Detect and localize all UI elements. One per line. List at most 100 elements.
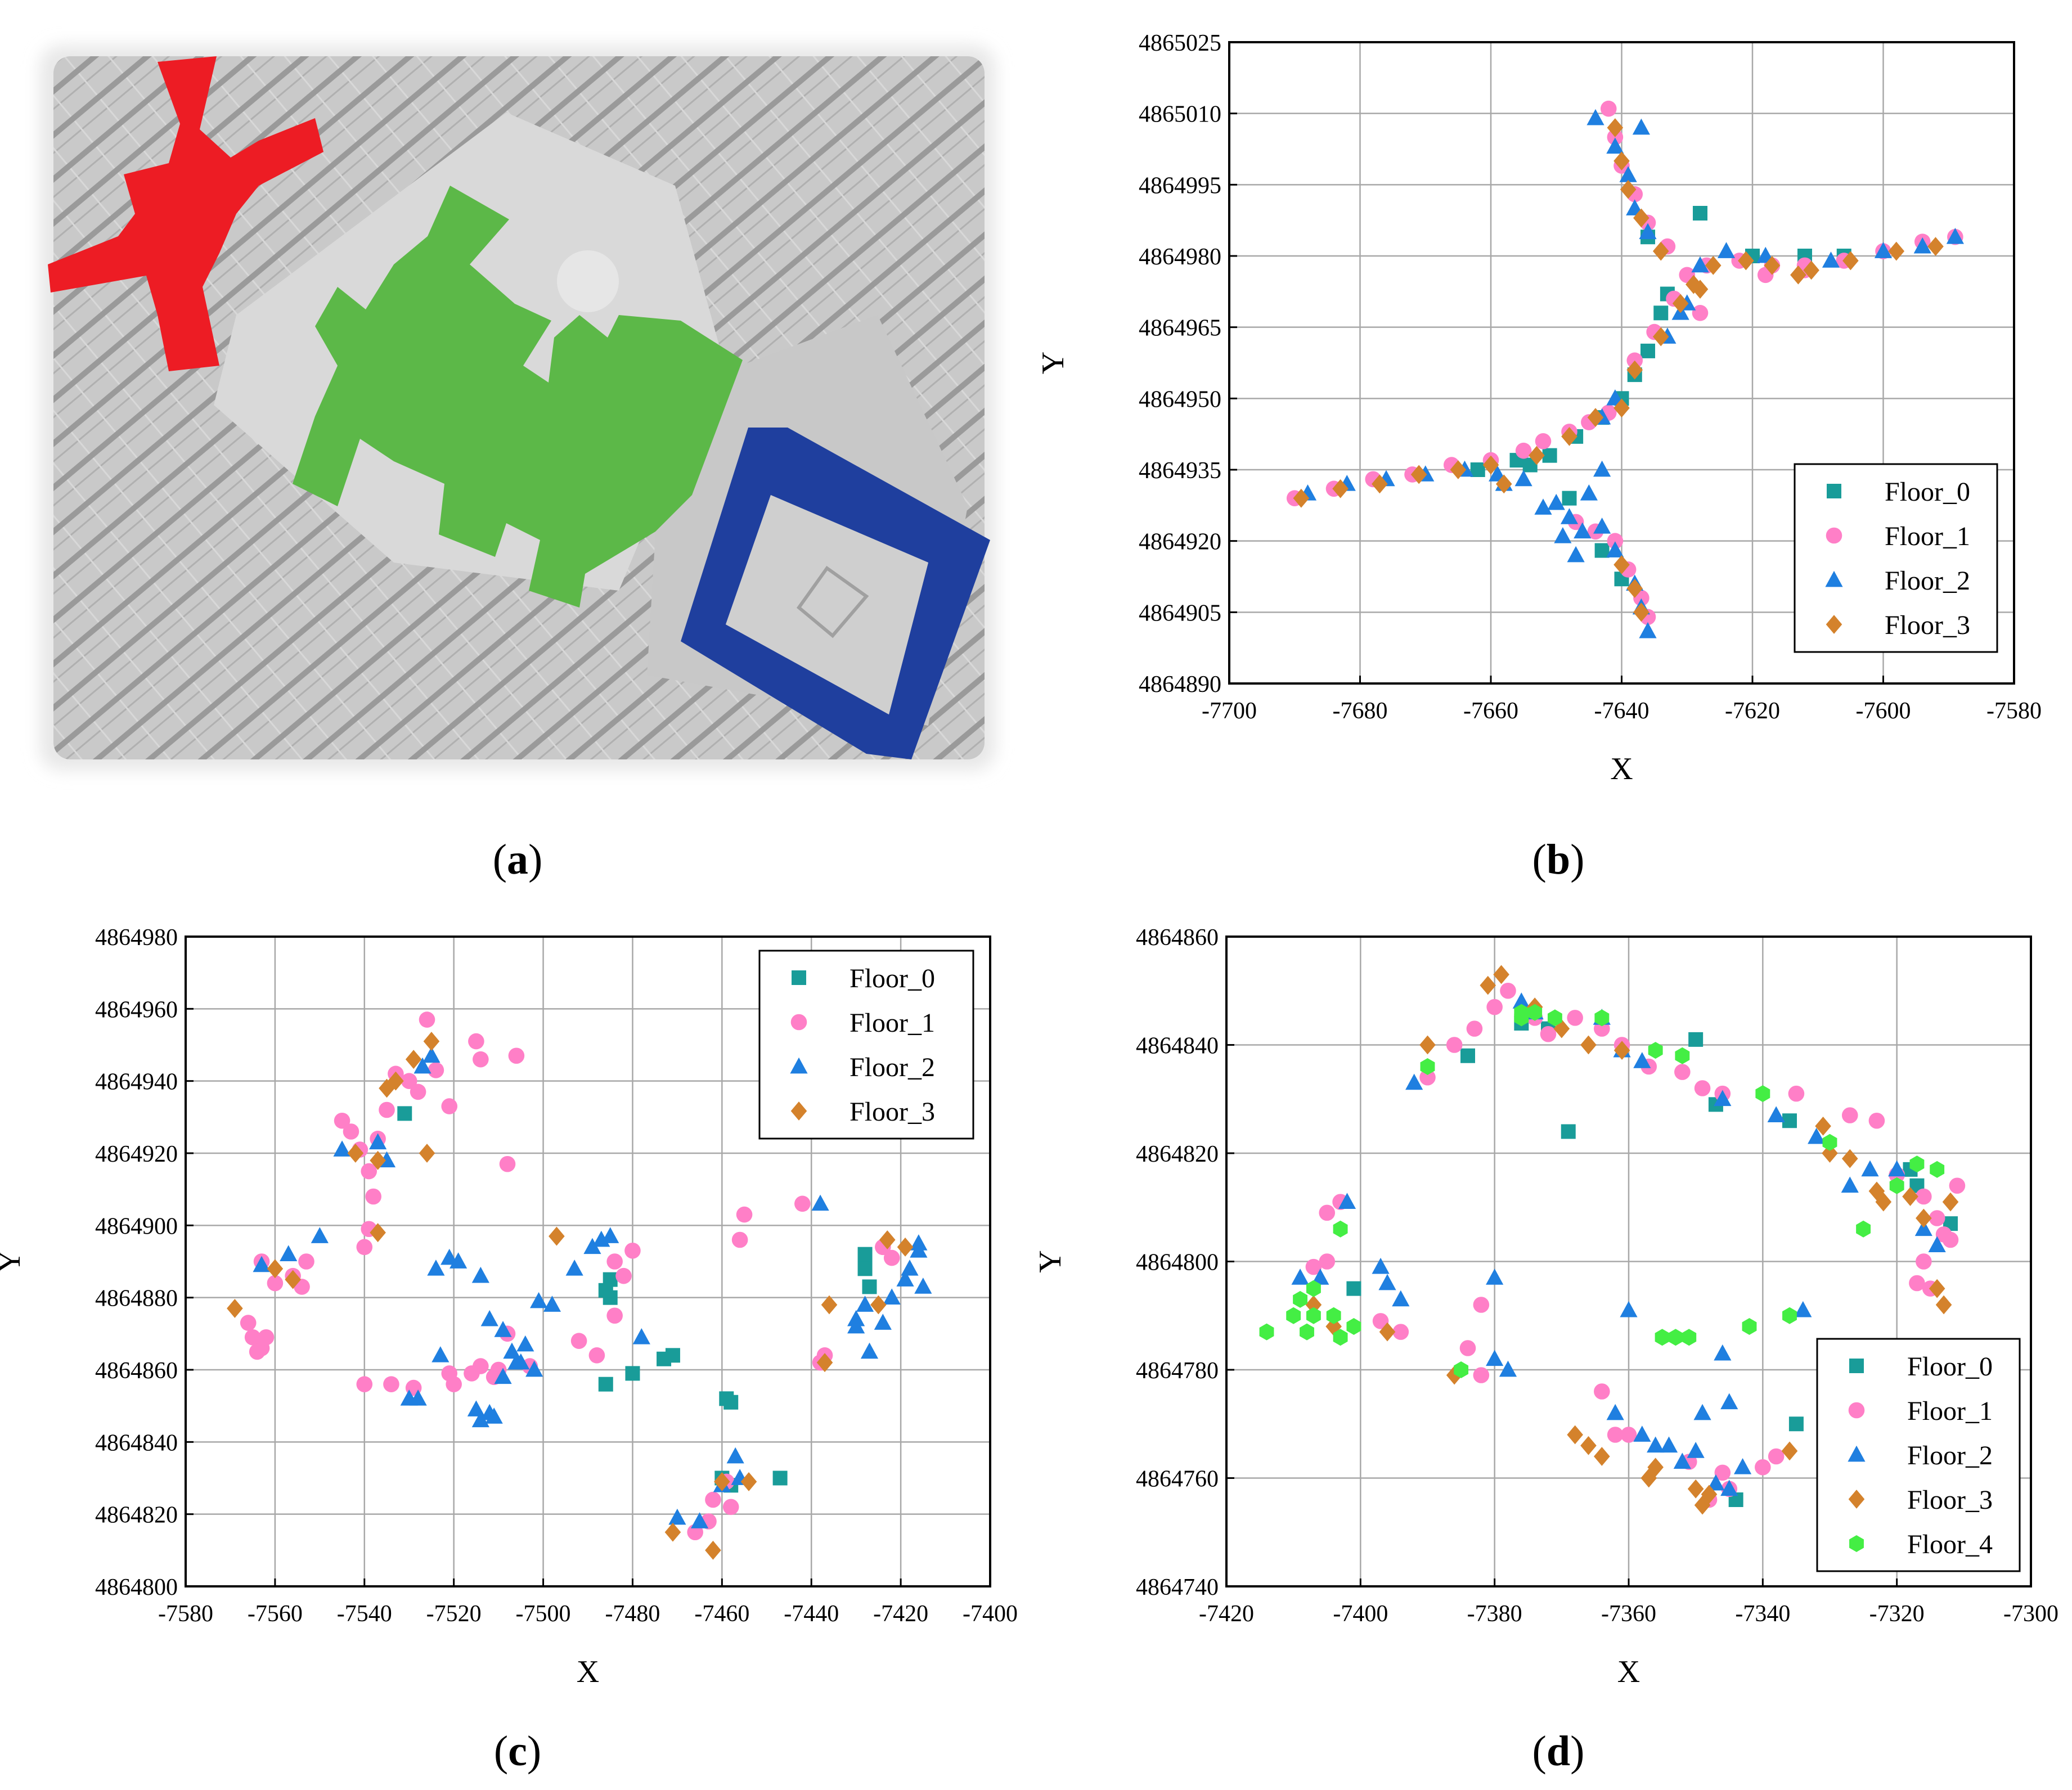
point-floor-1 xyxy=(410,1083,426,1100)
point-floor-2 xyxy=(1673,1452,1691,1469)
point-floor-0 xyxy=(1653,305,1669,321)
point-floor-3 xyxy=(1580,1436,1597,1455)
point-floor-2 xyxy=(1311,1269,1329,1285)
point-floor-1 xyxy=(258,1329,275,1346)
point-floor-3 xyxy=(1580,1035,1597,1055)
y-tick-label: 4864980 xyxy=(1139,244,1221,270)
point-floor-2 xyxy=(583,1238,601,1254)
point-floor-2 xyxy=(525,1360,543,1377)
point-floor-1 xyxy=(1535,433,1552,449)
point-floor-3 xyxy=(1495,474,1512,494)
plot-c: -7580 -7560 -7540 -7520 -7500 -7480 -7460 -7440… xyxy=(0,925,1018,1689)
point-floor-2 xyxy=(480,1310,498,1326)
point-floor-2 xyxy=(1620,1301,1638,1317)
point-floor-1 xyxy=(606,1307,623,1324)
y-tick-label: 4864880 xyxy=(95,1286,178,1312)
point-floor-1 xyxy=(468,1033,484,1050)
x-tick-label: -7700 xyxy=(1202,698,1257,724)
panel-a-map xyxy=(39,45,996,771)
y-tick-label: 4864935 xyxy=(1139,458,1221,484)
point-floor-1 xyxy=(499,1155,516,1172)
x-tick-label: -7400 xyxy=(1333,1601,1388,1627)
point-floor-2 xyxy=(516,1335,534,1352)
point-floor-4 xyxy=(1930,1161,1945,1178)
point-floor-2 xyxy=(1486,1269,1504,1285)
point-floor-1 xyxy=(1916,1188,1932,1205)
x-tick-label: -7400 xyxy=(963,1601,1018,1627)
point-floor-0 xyxy=(723,1395,739,1410)
y-tick-label: 4864995 xyxy=(1139,173,1221,199)
point-floor-1 xyxy=(361,1163,377,1180)
point-floor-3 xyxy=(1529,446,1545,465)
point-floor-3 xyxy=(1607,118,1624,137)
point-floor-2 xyxy=(1512,992,1530,1009)
point-floor-4 xyxy=(1527,1004,1543,1021)
legend-label: Floor_1 xyxy=(1907,1396,1993,1426)
point-floor-4 xyxy=(1333,1220,1348,1238)
point-floor-2 xyxy=(471,1266,489,1283)
point-floor-0 xyxy=(598,1377,613,1392)
point-floor-2 xyxy=(1720,1479,1738,1496)
point-floor-0 xyxy=(1788,1416,1804,1432)
point-floor-3 xyxy=(1803,260,1819,280)
point-floor-2 xyxy=(1633,1425,1651,1442)
point-floor-0 xyxy=(1561,1124,1576,1139)
legend-marker-floor-1 xyxy=(790,1014,807,1031)
y-tick-label: 4864920 xyxy=(95,1141,178,1167)
legend-label: Floor_3 xyxy=(1885,610,1970,640)
y-tick-label: 4864900 xyxy=(95,1213,178,1239)
point-floor-3 xyxy=(1815,1116,1831,1136)
point-floor-3 xyxy=(1332,479,1349,498)
point-floor-1 xyxy=(1319,1204,1336,1221)
point-floor-2 xyxy=(1534,498,1552,515)
point-floor-4 xyxy=(1648,1042,1663,1059)
point-floor-3 xyxy=(1379,1322,1396,1342)
y-tick-label: 4864940 xyxy=(95,1069,178,1095)
point-floor-2 xyxy=(1499,1360,1517,1377)
y-tick-label: 4864860 xyxy=(1136,925,1219,951)
point-floor-0 xyxy=(1594,543,1610,558)
point-floor-1 xyxy=(1674,1064,1691,1080)
point-floor-3 xyxy=(285,1270,301,1289)
x-tick-label: -7420 xyxy=(873,1601,928,1627)
point-floor-2 xyxy=(1767,1106,1785,1122)
point-floor-3 xyxy=(897,1237,914,1257)
point-floor-1 xyxy=(473,1051,489,1068)
legend-label: Floor_0 xyxy=(850,964,935,993)
point-floor-1 xyxy=(1788,1085,1805,1102)
point-floor-3 xyxy=(370,1150,386,1170)
legend-marker-floor-3 xyxy=(1848,1490,1865,1509)
point-floor-3 xyxy=(1841,1149,1858,1168)
point-floor-1 xyxy=(419,1011,435,1028)
point-floor-0 xyxy=(397,1106,412,1121)
y-tick-label: 4864890 xyxy=(1139,672,1221,698)
point-floor-1 xyxy=(1319,1253,1336,1270)
point-floor-1 xyxy=(1909,1275,1925,1292)
x-tick-label: -7580 xyxy=(1986,698,2042,724)
point-floor-4 xyxy=(1333,1329,1348,1346)
point-floor-2 xyxy=(1338,1193,1356,1209)
point-floor-3 xyxy=(1902,1187,1918,1206)
point-floor-2 xyxy=(668,1508,686,1525)
y-tick-label: 4864980 xyxy=(95,925,178,951)
point-floor-1 xyxy=(1305,1258,1322,1275)
point-floor-4 xyxy=(1675,1047,1690,1064)
x-axis-label: X xyxy=(577,1654,599,1689)
point-floor-3 xyxy=(740,1472,757,1491)
legend-label: Floor_1 xyxy=(850,1008,935,1038)
point-floor-1 xyxy=(1392,1324,1409,1340)
point-floor-1 xyxy=(588,1347,605,1364)
point-floor-3 xyxy=(1701,1485,1718,1504)
point-floor-4 xyxy=(1822,1134,1837,1151)
point-floor-1 xyxy=(1607,533,1624,549)
legend-marker-floor-1 xyxy=(1826,527,1842,544)
point-floor-2 xyxy=(530,1292,548,1308)
point-floor-2 xyxy=(1547,493,1565,510)
legend-marker-floor-2 xyxy=(1825,570,1843,587)
blue-building xyxy=(681,428,990,759)
y-tick-label: 4865025 xyxy=(1139,30,1221,56)
point-floor-1 xyxy=(722,1499,739,1515)
x-axis-label: X xyxy=(1610,752,1633,786)
point-floor-1 xyxy=(1755,1459,1771,1476)
